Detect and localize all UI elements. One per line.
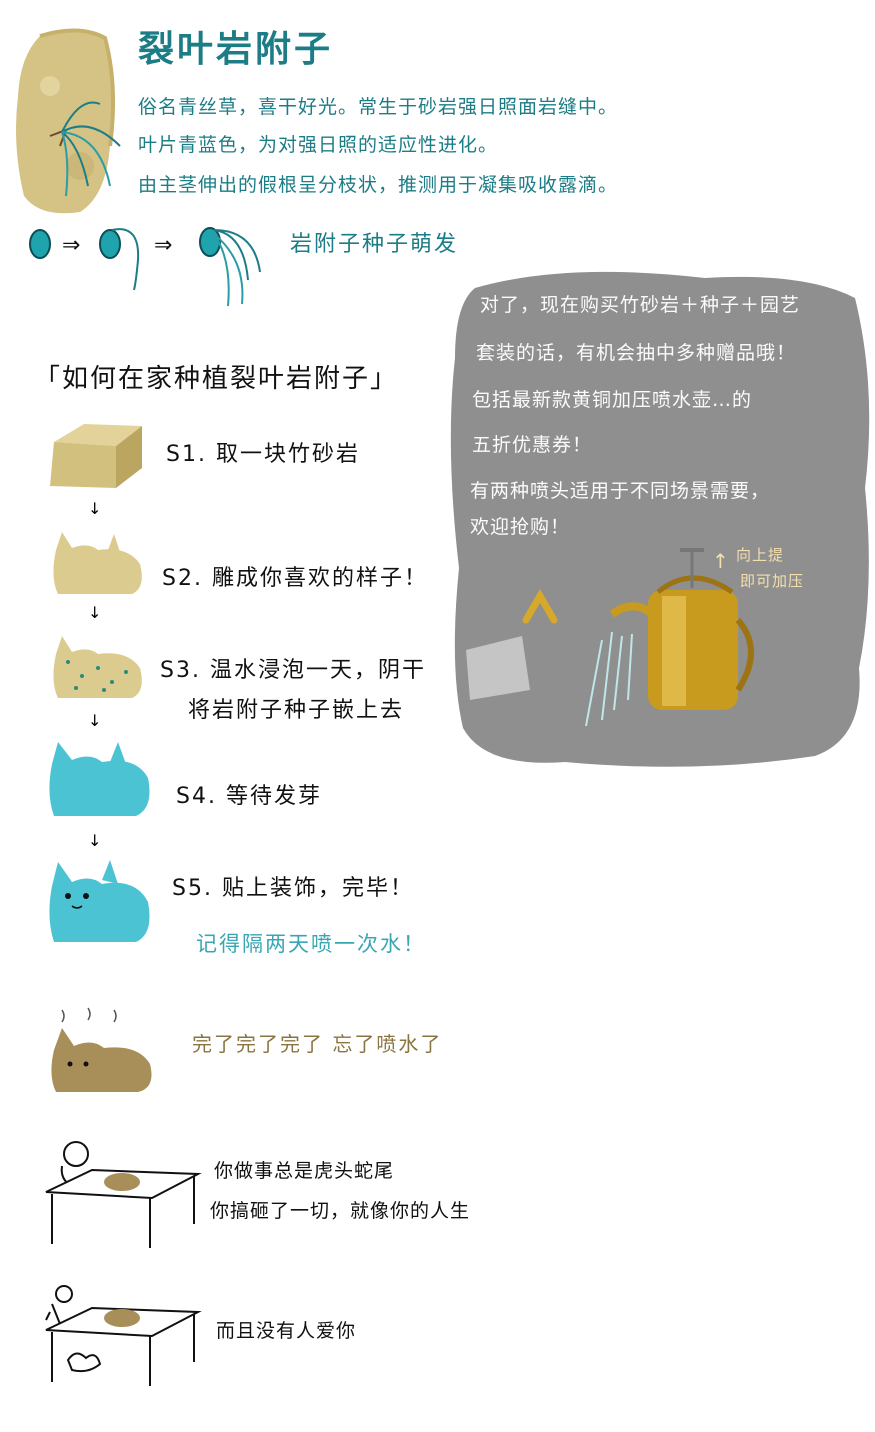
seed-sprouting-diagram: ⇒ ⇒	[29, 227, 261, 307]
plant-title: 裂叶岩附子	[138, 29, 334, 70]
step-3-text: S3. 温水浸泡一天，阴干	[160, 658, 426, 683]
promo-line-4: 五折优惠券！	[472, 434, 593, 456]
step-3-seeded-cat-stone	[53, 636, 142, 698]
howto-title: 「如何在家种植裂叶岩附子」	[34, 364, 399, 394]
step-5-text: S5. 贴上装饰，完毕！	[172, 876, 414, 901]
ending-line-2: 你搞砸了一切，就像你的人生	[210, 1200, 471, 1222]
promo-line-5: 有两种喷头适用于不同场景需要，	[470, 480, 771, 502]
step-1-sandstone-block	[50, 424, 142, 488]
pump-hint-line-1: 向上提	[736, 546, 785, 564]
forgot-watering-text: 完了完了完了 忘了喷水了	[192, 1032, 443, 1056]
reminder-text: 记得隔两天喷一次水！	[196, 932, 426, 956]
promo-line-1: 对了，现在购买竹砂岩＋种子＋园艺	[480, 294, 801, 316]
brass-watering-can: ↑	[466, 548, 754, 727]
ending-line-3: 而且没有人爱你	[216, 1320, 357, 1342]
svg-text:↑: ↑	[712, 549, 729, 573]
intro-line-3: 由主茎伸出的假根呈分枝状，推测用于凝集吸收露滴。	[138, 174, 619, 196]
promo-bubble	[450, 271, 870, 767]
step-1-text: S1. 取一块竹砂岩	[166, 442, 360, 467]
step-1-arrow: ↓	[88, 499, 101, 518]
step-3-text-continued: 将岩附子种子嵌上去	[188, 698, 405, 723]
step-4-arrow: ↓	[88, 831, 101, 850]
sad-desk-scene-2	[45, 1285, 202, 1386]
svg-text:↓: ↓	[88, 831, 101, 850]
step-4-text: S4. 等待发芽	[176, 784, 322, 809]
withered-cat-moss	[51, 1007, 152, 1092]
step-2-arrow: ↓	[88, 603, 101, 622]
intro-line-2: 叶片青蓝色，为对强日照的适应性进化。	[138, 134, 499, 156]
promo-line-3: 包括最新款黄铜加压喷水壶…的	[472, 389, 753, 411]
step-4-sprouted-cat-moss	[49, 742, 150, 816]
svg-text:↓: ↓	[88, 711, 101, 730]
svg-text:↓: ↓	[88, 499, 101, 518]
promo-line-6: 欢迎抢购！	[470, 516, 571, 538]
pump-hint-line-2: 即可加压	[740, 572, 805, 590]
step-2-carved-cat-stone	[53, 532, 142, 594]
svg-text:↓: ↓	[88, 603, 101, 622]
step-5-decorated-cat-moss	[49, 860, 150, 942]
sad-desk-scene-1	[45, 1141, 202, 1248]
svg-text:⇒: ⇒	[62, 233, 80, 258]
intro-line-1: 俗名青丝草，喜干好光。常生于砂岩强日照面岩缝中。	[138, 96, 619, 118]
sprout-caption: 岩附子种子萌发	[290, 232, 459, 257]
promo-line-2: 套装的话，有机会抽中多种赠品哦！	[476, 342, 797, 364]
stone-plant-illustration	[16, 28, 121, 214]
ending-line-1: 你做事总是虎头蛇尾	[214, 1160, 395, 1182]
step-3-arrow: ↓	[88, 711, 101, 730]
step-2-text: S2. 雕成你喜欢的样子！	[162, 566, 428, 591]
svg-text:⇒: ⇒	[154, 233, 172, 258]
